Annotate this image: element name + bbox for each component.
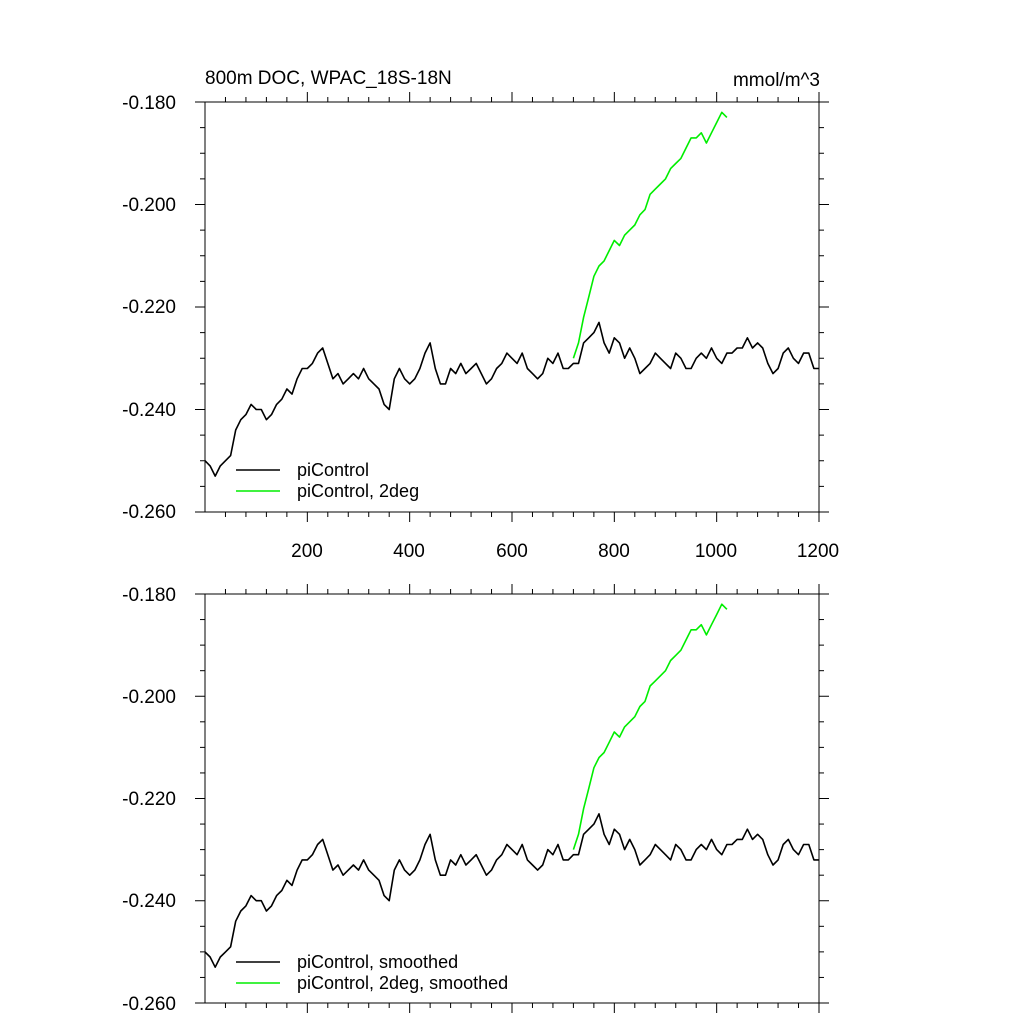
top-y-tick-label: -0.200 — [122, 195, 176, 216]
bottom-y-tick-labels: -0.180 -0.200 -0.220 -0.240 -0.260 — [122, 585, 176, 1015]
top-legend: piControl piControl, 2deg — [236, 460, 419, 501]
bottom-series-line-picontrol-2deg — [572, 603, 728, 850]
bottom-y-tick-label: -0.200 — [122, 687, 176, 708]
bottom-y-tick-label: -0.220 — [122, 789, 176, 810]
top-legend-label-2deg: piControl, 2deg — [297, 481, 419, 501]
top-x-tick-label: 1000 — [695, 541, 737, 562]
bottom-legend-label-2deg-smoothed: piControl, 2deg, smoothed — [297, 973, 508, 993]
top-x-tick-label: 800 — [598, 541, 630, 562]
bottom-y-tick-label: -0.260 — [122, 994, 176, 1015]
top-x-tick-labels: 200 400 600 800 1000 1200 — [291, 541, 839, 562]
bottom-y-tick-label: -0.180 — [122, 585, 176, 606]
top-y-tick-label: -0.240 — [122, 400, 176, 421]
bottom-y-tick-label: -0.240 — [122, 891, 176, 912]
bottom-panel: -0.180 -0.200 -0.220 -0.240 -0.260 piCon… — [122, 584, 829, 1015]
top-y-tick-label: -0.180 — [122, 93, 176, 114]
bottom-legend-label-smoothed: piControl, smoothed — [297, 952, 458, 972]
top-y-tick-labels: -0.180 -0.200 -0.220 -0.240 -0.260 — [122, 93, 176, 523]
top-x-tick-label: 1200 — [797, 541, 839, 562]
top-series-line-picontrol — [204, 321, 819, 477]
top-series-line-picontrol-2deg — [572, 111, 728, 359]
top-x-tick-label: 200 — [291, 541, 323, 562]
top-y-tick-label: -0.220 — [122, 297, 176, 318]
bottom-series-line-picontrol — [204, 813, 819, 968]
top-x-tick-label: 400 — [393, 541, 425, 562]
top-legend-label-picontrol: piControl — [297, 460, 369, 480]
top-chart-units: mmol/m^3 — [733, 70, 820, 91]
bottom-plot-frame — [204, 593, 820, 1004]
bottom-legend: piControl, smoothed piControl, 2deg, smo… — [236, 952, 508, 993]
top-x-tick-label: 600 — [496, 541, 528, 562]
top-y-tick-label: -0.260 — [122, 502, 176, 523]
top-chart-title: 800m DOC, WPAC_18S-18N — [205, 68, 452, 89]
top-plot-frame — [204, 101, 820, 513]
top-panel: 800m DOC, WPAC_18S-18N mmol/m^3 -0.180 -… — [122, 68, 839, 562]
